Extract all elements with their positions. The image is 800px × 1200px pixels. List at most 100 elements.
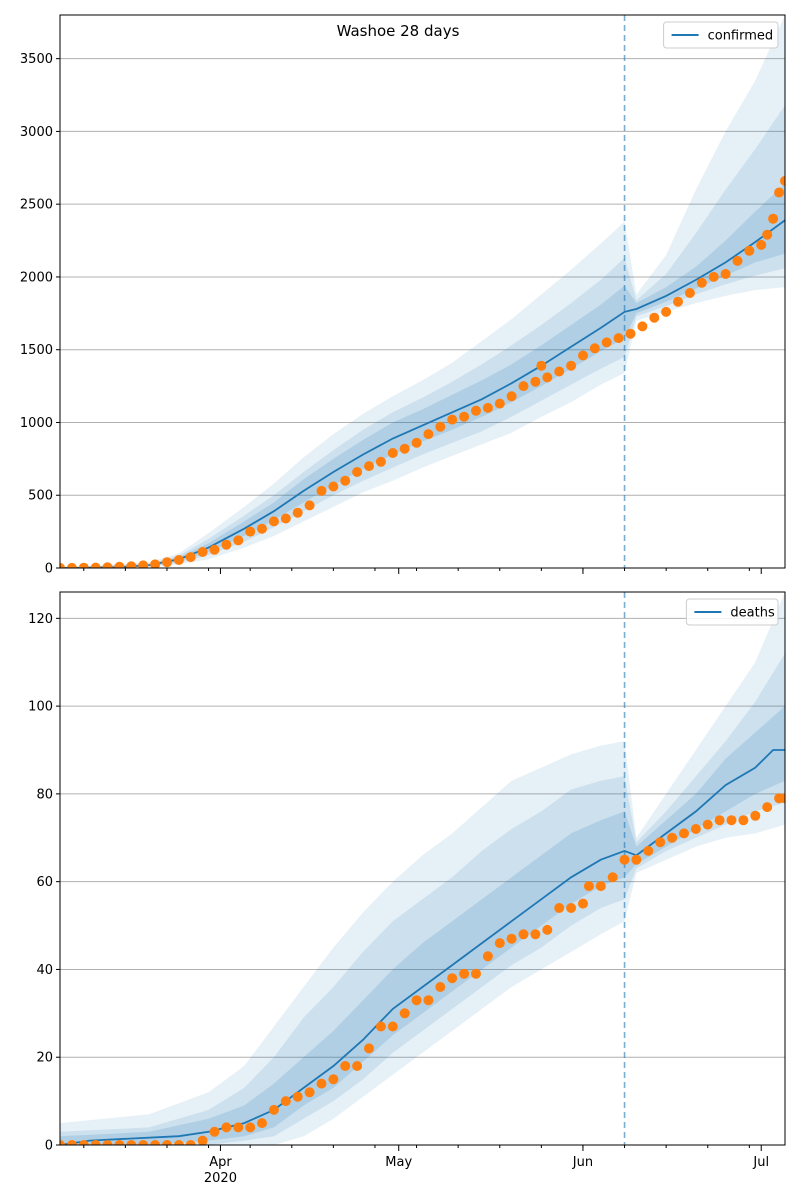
legend-box	[685, 598, 779, 626]
observed-point	[661, 306, 672, 317]
observed-point	[732, 255, 743, 266]
observed-point	[304, 1087, 315, 1098]
observed-point	[387, 1021, 398, 1032]
observed-point	[482, 951, 493, 962]
observed-point	[280, 1096, 291, 1107]
observed-point	[257, 523, 267, 534]
axes-frame	[59, 591, 786, 1146]
observed-point	[268, 1104, 279, 1115]
observed-point	[316, 485, 327, 496]
observed-point	[566, 903, 577, 913]
y-tick-label: 20	[36, 1051, 53, 1066]
observed-point	[601, 337, 612, 348]
observed-point	[328, 481, 339, 492]
y-tick-label: 0	[45, 1139, 53, 1154]
observed-point	[292, 507, 303, 518]
y-tick-label: 3000	[20, 125, 53, 140]
observed-point	[542, 924, 553, 935]
observed-point	[197, 1135, 208, 1145]
observed-point	[530, 376, 541, 387]
y-tick-label: 2500	[20, 198, 53, 213]
legend-label: deaths	[730, 606, 775, 621]
observed-point	[494, 938, 505, 949]
observed-point	[150, 1140, 161, 1145]
observed-point	[702, 819, 713, 830]
observed-point	[209, 1126, 220, 1137]
series-line-deaths	[60, 749, 785, 1145]
observed-point	[566, 360, 577, 371]
y-tick-label: 40	[36, 963, 53, 978]
observed-point	[756, 239, 767, 250]
y-tick-label: 1500	[20, 343, 53, 358]
x-tick-label: May	[385, 1155, 412, 1170]
y-tick-label: 500	[28, 489, 53, 504]
observed-point	[518, 381, 529, 392]
observed-point	[328, 1074, 339, 1085]
observed-point	[221, 1122, 232, 1133]
observed-point	[714, 815, 725, 826]
observed-point	[673, 296, 683, 307]
observed-point	[447, 973, 458, 984]
observed-point	[316, 1078, 327, 1089]
observed-point	[150, 559, 161, 568]
observed-point	[589, 343, 600, 354]
series-line-confirmed	[60, 219, 785, 568]
observed-point	[423, 429, 434, 440]
observed-point	[60, 562, 65, 568]
observed-point	[554, 366, 565, 377]
y-tick-label: 100	[28, 700, 53, 715]
observed-point	[631, 854, 642, 865]
observed-point	[138, 1140, 149, 1145]
observed-point	[209, 544, 220, 555]
observed-point	[352, 1061, 363, 1071]
observed-point	[554, 903, 565, 913]
legend-box	[663, 21, 779, 49]
observed-point	[233, 535, 244, 546]
observed-point	[726, 815, 737, 826]
observed-point	[162, 557, 172, 568]
observed-point	[768, 213, 779, 224]
observed-point	[506, 391, 517, 402]
observed-point	[268, 516, 279, 527]
observed-point	[78, 1140, 89, 1145]
observed-point	[471, 405, 481, 416]
figure-title: Washoe 28 days	[337, 22, 460, 40]
observed-point	[162, 1140, 172, 1145]
y-tick-label: 0	[45, 562, 53, 577]
observed-point	[102, 562, 113, 568]
observed-point	[684, 288, 695, 298]
observed-point	[762, 802, 773, 813]
observed-point	[780, 793, 785, 804]
observed-point	[447, 414, 458, 425]
observed-point	[245, 526, 256, 537]
observed-point	[435, 421, 446, 432]
observed-point	[607, 872, 618, 883]
observed-point	[114, 561, 125, 568]
axes-frame	[59, 14, 786, 569]
observed-point	[126, 1140, 137, 1145]
x-tick-label: Jul	[752, 1155, 769, 1170]
observed-point	[679, 828, 689, 839]
observed-point	[578, 350, 588, 361]
plot-area	[60, 15, 785, 568]
confirmed-panel: 0 500 1000 1500 2000 2500 3000 3500 confirmed	[20, 14, 786, 577]
observed-point	[173, 1140, 184, 1145]
observed-point	[197, 547, 208, 557]
y-tick-label: 80	[36, 787, 53, 802]
observed-point	[780, 175, 785, 186]
observed-point	[625, 328, 636, 339]
observed-point	[750, 810, 761, 821]
observed-point	[613, 333, 624, 344]
observed-point	[595, 881, 606, 892]
observed-point	[518, 929, 529, 940]
x-tick-label: Jun	[572, 1155, 593, 1170]
observed-point	[762, 229, 773, 240]
observed-point	[482, 402, 493, 413]
observed-point	[738, 815, 749, 826]
observed-point	[506, 933, 517, 944]
observed-point	[280, 513, 291, 524]
observed-point	[655, 837, 666, 848]
observed-point	[530, 929, 541, 940]
